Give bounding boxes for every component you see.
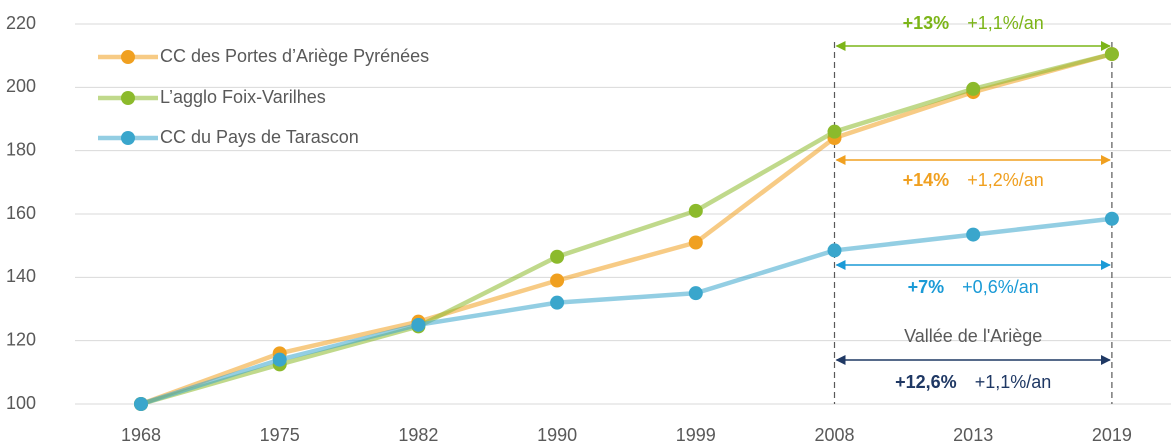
marker [688, 286, 703, 301]
marker [966, 227, 981, 242]
legend-item: L’agglo Foix-Varilhes [98, 87, 326, 107]
y-tick-label: 140 [6, 266, 36, 286]
legend-item: CC des Portes d’Ariège Pyrénées [98, 46, 429, 66]
series-line [140, 51, 1113, 407]
annotation-subrate: +0,6%/an [962, 277, 1039, 297]
x-tick-label: 1999 [676, 425, 716, 443]
x-tick-label: 1975 [260, 425, 300, 443]
legend-label: CC des Portes d’Ariège Pyrénées [160, 46, 429, 66]
x-tick-label: 2019 [1092, 425, 1132, 443]
marker [688, 203, 703, 218]
marker [827, 124, 842, 139]
y-tick-label: 200 [6, 76, 36, 96]
x-tick-label: 2008 [814, 425, 854, 443]
x-tick-label: 1990 [537, 425, 577, 443]
marker [1104, 47, 1119, 62]
x-tick-label: 1982 [398, 425, 438, 443]
y-tick-label: 160 [6, 203, 36, 223]
marker [550, 295, 565, 310]
y-tick-label: 120 [6, 329, 36, 349]
x-tick-label: 1968 [121, 425, 161, 443]
marker [550, 249, 565, 264]
annotation-rate: +13% [903, 13, 950, 33]
y-tick-label: 180 [6, 139, 36, 159]
y-tick-label: 100 [6, 393, 36, 413]
y-tick-label: 220 [6, 13, 36, 33]
x-tick-label: 2013 [953, 425, 993, 443]
annotation-rate: +7% [908, 277, 945, 297]
legend-item: CC du Pays de Tarascon [98, 127, 359, 147]
annotation-subrate: +1,2%/an [967, 170, 1044, 190]
annotation-text: +12,6% +1,1%/an [895, 372, 1051, 392]
marker [550, 273, 565, 288]
series-line [140, 51, 1113, 407]
annotation-rate: +14% [903, 170, 950, 190]
marker [827, 243, 842, 258]
annotation-label: Vallée de l'Ariège [904, 326, 1042, 346]
marker [966, 81, 981, 96]
marker [411, 317, 426, 332]
annotation-subrate: +1,1%/an [975, 372, 1052, 392]
annotation-text: +13% +1,1%/an [903, 13, 1044, 33]
marker [688, 235, 703, 250]
annotation-subrate: +1,1%/an [967, 13, 1044, 33]
marker [1104, 211, 1119, 226]
marker [272, 352, 287, 367]
legend-label: L’agglo Foix-Varilhes [160, 87, 326, 107]
series-line [140, 216, 1113, 407]
legend-marker [121, 131, 135, 145]
marker [134, 397, 148, 411]
annotation-text: +7% +0,6%/an [908, 277, 1039, 297]
legend-label: CC du Pays de Tarascon [160, 127, 359, 147]
legend-marker [121, 50, 135, 64]
legend-marker [121, 91, 135, 105]
annotation-rate: +12,6% [895, 372, 957, 392]
annotation-text: +14% +1,2%/an [903, 170, 1044, 190]
